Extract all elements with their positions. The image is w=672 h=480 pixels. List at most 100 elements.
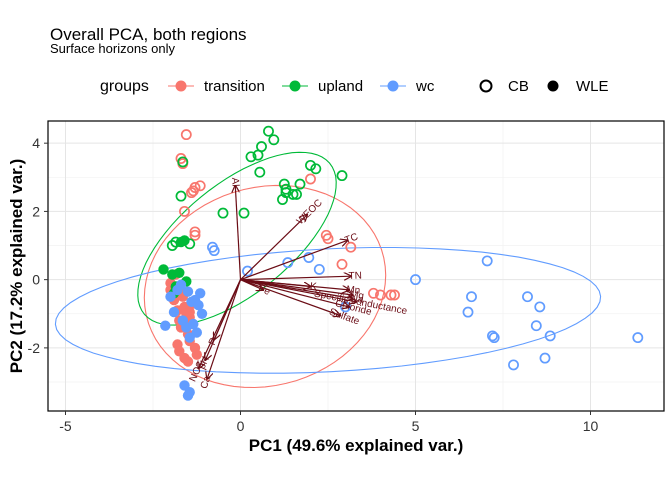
point-wc-cb (242, 265, 253, 277)
point-upland-cb (166, 240, 178, 251)
point-transition-cb (389, 289, 400, 301)
point-wc-cb (522, 291, 533, 303)
point-transition-cb (345, 241, 357, 253)
legend-key-transition: transition (168, 78, 265, 95)
loading-label-tc: TC (343, 231, 359, 246)
point-transition-cb (322, 233, 334, 245)
loading-arrow-weoc (240, 215, 308, 281)
y-tick-label: 0 (32, 272, 40, 288)
loading-label-ph: pH (197, 355, 212, 371)
legend-dot-upland (289, 80, 301, 92)
legend-shape-cb (479, 79, 493, 93)
y-axis-ticks: -2 0 2 4 (28, 135, 48, 356)
point-wc-cb (632, 332, 644, 344)
x-tick-label: -5 (59, 418, 72, 434)
loading-label-ca: Ca (199, 374, 214, 390)
plot-panel (48, 121, 664, 411)
point-wc-wle (195, 288, 206, 299)
point-wc-wle (168, 306, 180, 318)
loading-arrow-tn (240, 276, 351, 279)
legend-key-cb: CB (479, 78, 529, 95)
point-transition-cb (375, 289, 386, 301)
point-upland-cb (177, 156, 189, 168)
loading-arrow-specific-conductance (240, 279, 357, 302)
x-tick-label: 10 (583, 418, 599, 434)
point-wc-wle (184, 387, 195, 398)
loading-arrow-ca (207, 279, 242, 379)
loading-arrow-ph (206, 279, 242, 360)
x-axis-title: PC1 (49.6% explained var.) (249, 436, 464, 455)
point-wc-cb (508, 359, 519, 371)
legend-title: groups (100, 78, 149, 95)
point-wc-cb (313, 263, 325, 275)
legend-dot-wc (387, 80, 399, 92)
loading-label-k: K (309, 281, 317, 293)
data-points (158, 125, 644, 401)
legend-label-upland: upland (318, 78, 363, 95)
loading-label-na: Na (350, 293, 365, 306)
point-wc-wle (175, 279, 187, 290)
point-wc-cb (466, 291, 477, 303)
point-wc-wle (193, 300, 204, 311)
legend-label-transition: transition (204, 78, 265, 95)
legend-label-wle: WLE (576, 78, 609, 95)
point-wc-cb (303, 252, 315, 263)
point-wc-cb (208, 245, 220, 257)
x-axis-ticks: -5 0 5 10 (59, 411, 598, 434)
point-upland-cb (291, 188, 302, 200)
loading-arrow-al (235, 186, 242, 280)
y-tick-label: -2 (28, 340, 41, 356)
point-upland-cb (280, 183, 292, 195)
loading-label-tn: TN (348, 271, 362, 282)
point-upland-cb (217, 207, 229, 219)
point-transition-cb (336, 258, 348, 270)
legend: groups transition upland wc CB WLE (100, 78, 609, 95)
point-wc-cb (539, 352, 551, 364)
legend-key-upland: upland (282, 78, 363, 95)
point-upland-cb (252, 149, 264, 161)
x-tick-label: 5 (412, 418, 420, 434)
point-wc-cb (410, 274, 421, 286)
point-upland-cb (254, 166, 266, 178)
major-gridlines (48, 121, 664, 411)
loading-label-mg: Mg (349, 289, 364, 302)
point-upland-cb (245, 151, 257, 163)
point-transition-cb (194, 180, 206, 192)
point-upland-cb (287, 188, 299, 200)
y-tick-label: 2 (32, 203, 40, 219)
point-wc-wle (165, 291, 176, 302)
y-tick-label: 4 (32, 135, 40, 151)
legend-label-cb: CB (508, 78, 529, 95)
point-wc-cb (544, 330, 556, 342)
point-transition-cb (180, 129, 192, 141)
point-transition-wle (174, 346, 185, 357)
point-upland-cb (263, 125, 274, 137)
ellipse-wc (54, 246, 602, 374)
point-wc-cb (282, 257, 294, 269)
point-wc-wle (188, 318, 199, 330)
point-upland-cb (336, 170, 348, 182)
loading-arrow-k (240, 279, 311, 287)
point-transition-cb (186, 187, 197, 199)
legend-key-wle: WLE (547, 78, 609, 95)
loading-arrows (199, 186, 357, 379)
loading-arrow-tc (240, 240, 348, 281)
point-transition-cb (385, 289, 397, 301)
point-upland-wle (179, 235, 190, 246)
point-wc-cb (487, 330, 498, 342)
loading-label-fe: Fe (257, 283, 273, 298)
legend-dot-transition (175, 80, 187, 92)
loading-arrow-fe (240, 279, 264, 290)
point-wc-wle (160, 320, 171, 331)
point-wc-cb (488, 332, 500, 344)
point-wc-wle (184, 332, 195, 343)
loading-label-p: P (207, 336, 220, 347)
point-upland-wle (158, 264, 169, 275)
chart-subtitle: Surface horizons only (50, 41, 176, 56)
point-upland-cb (277, 194, 288, 205)
legend-key-wc: wc (380, 78, 435, 95)
ellipse-upland (137, 151, 337, 326)
point-upland-cb (268, 134, 280, 146)
x-tick-label: 0 (237, 418, 245, 434)
